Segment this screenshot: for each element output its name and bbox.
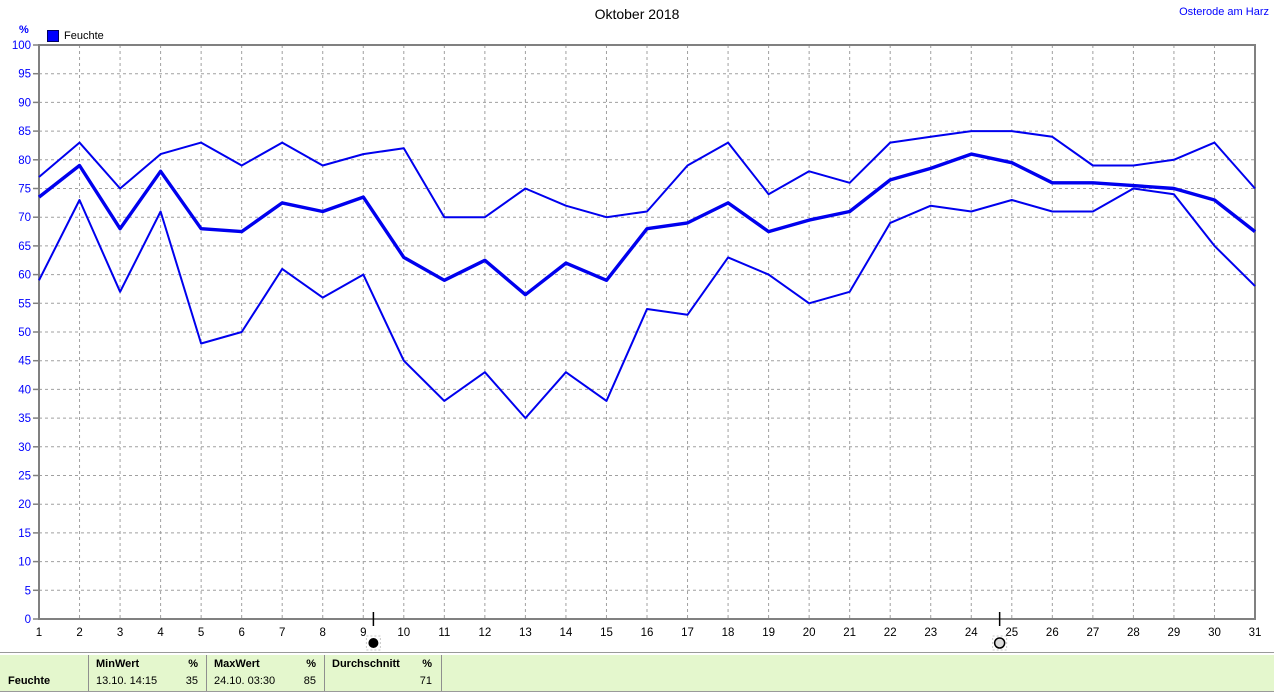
legend-color-swatch xyxy=(47,30,59,42)
table-cell-durchschnitt-value: 71 xyxy=(419,675,432,687)
x-axis-label: 6 xyxy=(238,627,244,639)
x-axis-label: 23 xyxy=(924,627,937,639)
humidity-chart: 0510152025303540455055606570758085909510… xyxy=(12,40,1262,651)
x-axis-label: 8 xyxy=(320,627,326,639)
y-axis-label: 40 xyxy=(18,384,31,396)
x-axis-label: 17 xyxy=(681,627,694,639)
y-axis-label: 85 xyxy=(18,126,31,138)
x-axis-label: 29 xyxy=(1168,627,1181,639)
y-axis-label: 95 xyxy=(18,69,31,81)
y-axis-label: 10 xyxy=(18,557,31,569)
x-axis-label: 28 xyxy=(1127,627,1140,639)
table-header-maxwert: MaxWert xyxy=(214,658,260,670)
x-axis-label: 4 xyxy=(157,627,164,639)
page-title: Oktober 2018 xyxy=(594,6,680,22)
table-row-label: Feuchte xyxy=(8,675,51,687)
x-axis-label: 2 xyxy=(76,627,82,639)
x-axis-label: 27 xyxy=(1086,627,1099,639)
x-axis-label: 3 xyxy=(117,627,123,639)
table-header-maxwert-unit: % xyxy=(306,658,316,670)
y-axis-label: 70 xyxy=(18,212,31,224)
x-axis-label: 13 xyxy=(519,627,532,639)
series-min-line xyxy=(38,187,1256,420)
x-axis-label: 30 xyxy=(1208,627,1221,639)
x-axis-label: 26 xyxy=(1046,627,1059,639)
table-header-durchschnitt-unit: % xyxy=(422,658,432,670)
series-durchschnitt-line xyxy=(37,152,1257,297)
y-axis-label: 5 xyxy=(25,585,31,597)
x-axis-label: 5 xyxy=(198,627,204,639)
y-axis-label: 15 xyxy=(18,528,31,540)
x-axis-label: 25 xyxy=(1005,627,1018,639)
y-axis-label: 60 xyxy=(18,270,31,282)
y-axis-label: 35 xyxy=(18,413,31,425)
new-moon-marker xyxy=(368,638,379,648)
full-moon-marker xyxy=(993,637,1006,649)
table-separator xyxy=(324,655,325,691)
table-cell-minwert-datetime: 13.10. 14:15 xyxy=(96,675,158,687)
table-cell-minwert-value: 35 xyxy=(185,675,198,687)
y-axis-label: 65 xyxy=(18,241,31,253)
y-axis-label: 45 xyxy=(18,356,31,368)
x-axis-label: 10 xyxy=(397,627,410,639)
table-cell-maxwert-datetime: 24.10. 03:30 xyxy=(214,675,276,687)
x-axis-label: 7 xyxy=(279,627,285,639)
y-axis-label: 50 xyxy=(18,327,31,339)
station-link[interactable]: Osterode am Harz xyxy=(1179,6,1269,18)
legend: Feuchte xyxy=(47,30,104,42)
table-header-durchschnitt: Durchschnitt xyxy=(332,658,400,670)
y-axis-label: 75 xyxy=(18,184,31,196)
table-separator xyxy=(88,655,89,691)
x-axis-label: 11 xyxy=(438,627,450,639)
marker-selection-box xyxy=(365,635,381,651)
y-axis-label: 25 xyxy=(18,471,31,483)
y-axis-label: 20 xyxy=(18,499,31,511)
x-axis-label: 1 xyxy=(36,627,42,639)
y-axis-label: 30 xyxy=(18,442,31,454)
table-header-minwert-unit: % xyxy=(188,658,198,670)
table-cell-maxwert-value: 85 xyxy=(303,675,316,687)
summary-table: Feuchte MinWert % 13.10. 14:15 35 MaxWer… xyxy=(0,652,1274,692)
y-axis-label: 90 xyxy=(18,97,31,109)
x-axis-label: 9 xyxy=(360,627,366,639)
x-axis-label: 31 xyxy=(1249,627,1262,639)
x-axis-label: 14 xyxy=(560,627,573,639)
table-separator xyxy=(441,655,442,691)
x-axis-label: 19 xyxy=(762,627,775,639)
x-axis-label: 16 xyxy=(641,627,654,639)
x-axis-label: 21 xyxy=(843,627,856,639)
y-axis-label: 100 xyxy=(12,40,31,52)
marker-selection-box xyxy=(992,635,1008,651)
x-axis-label: 22 xyxy=(884,627,897,639)
y-axis-label: 80 xyxy=(18,155,31,167)
x-axis-label: 24 xyxy=(965,627,978,639)
y-unit-label: % xyxy=(19,24,29,36)
y-axis-label: 55 xyxy=(18,298,31,310)
plot-border xyxy=(38,44,1256,620)
table-separator xyxy=(206,655,207,691)
x-axis-label: 20 xyxy=(803,627,816,639)
x-axis-label: 12 xyxy=(478,627,491,639)
legend-label: Feuchte xyxy=(64,30,104,42)
y-axis-label: 0 xyxy=(25,614,31,626)
x-axis-label: 15 xyxy=(600,627,613,639)
series-max-line xyxy=(38,130,1256,219)
x-axis-label: 18 xyxy=(722,627,735,639)
table-header-minwert: MinWert xyxy=(96,658,140,670)
